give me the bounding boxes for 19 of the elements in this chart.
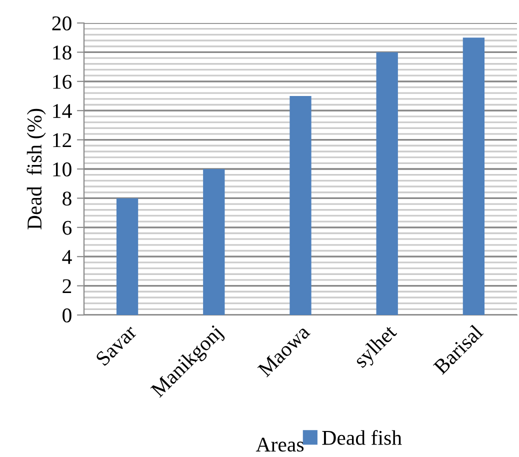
- bar: [203, 169, 225, 315]
- y-axis-title: Dead fish (%): [26, 108, 46, 230]
- y-tick-label: 0: [62, 308, 72, 322]
- y-tick-label: 2: [62, 279, 72, 294]
- y-tick-label: 14: [53, 104, 72, 118]
- y-tick-label: 12: [53, 133, 72, 148]
- y-tick-label: 16: [53, 74, 72, 89]
- y-tick-label: 20: [52, 16, 72, 30]
- bar: [116, 198, 138, 315]
- y-tick-label: 18: [53, 46, 72, 60]
- bar: [376, 52, 398, 315]
- x-axis-title: Areas: [256, 438, 304, 452]
- legend-label: Dead fish: [322, 430, 402, 445]
- y-tick-label: 4: [62, 250, 72, 264]
- y-tick-label: 6: [62, 220, 72, 235]
- y-tick-label: 8: [62, 192, 72, 206]
- y-tick-label: 10: [53, 162, 72, 176]
- bar: [462, 38, 485, 315]
- bar: [290, 96, 312, 315]
